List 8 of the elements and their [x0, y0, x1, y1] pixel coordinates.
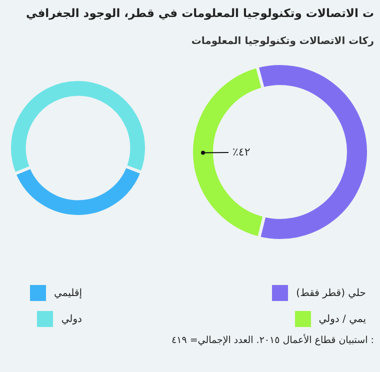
legend-label: يمي / دولي [318, 314, 366, 324]
legend-label: إقليمي [54, 288, 82, 298]
text: : استبيان قطاع الأعمال ٢٠١٥. العدد الإجمالي= ٤١٩ [171, 335, 374, 346]
text: ت الاتصالات وتكنولوجيا المعلومات في قطر، الوجود الجغرافي [26, 6, 374, 20]
data-label: ٪٤٢ [232, 145, 250, 158]
legend-label: دولي [61, 314, 82, 324]
chart-subtitle: ركات الاتصالات وتكنولوجيا المعلومات [191, 36, 374, 47]
legend-label: حلي (قطر فقط) [296, 288, 366, 298]
